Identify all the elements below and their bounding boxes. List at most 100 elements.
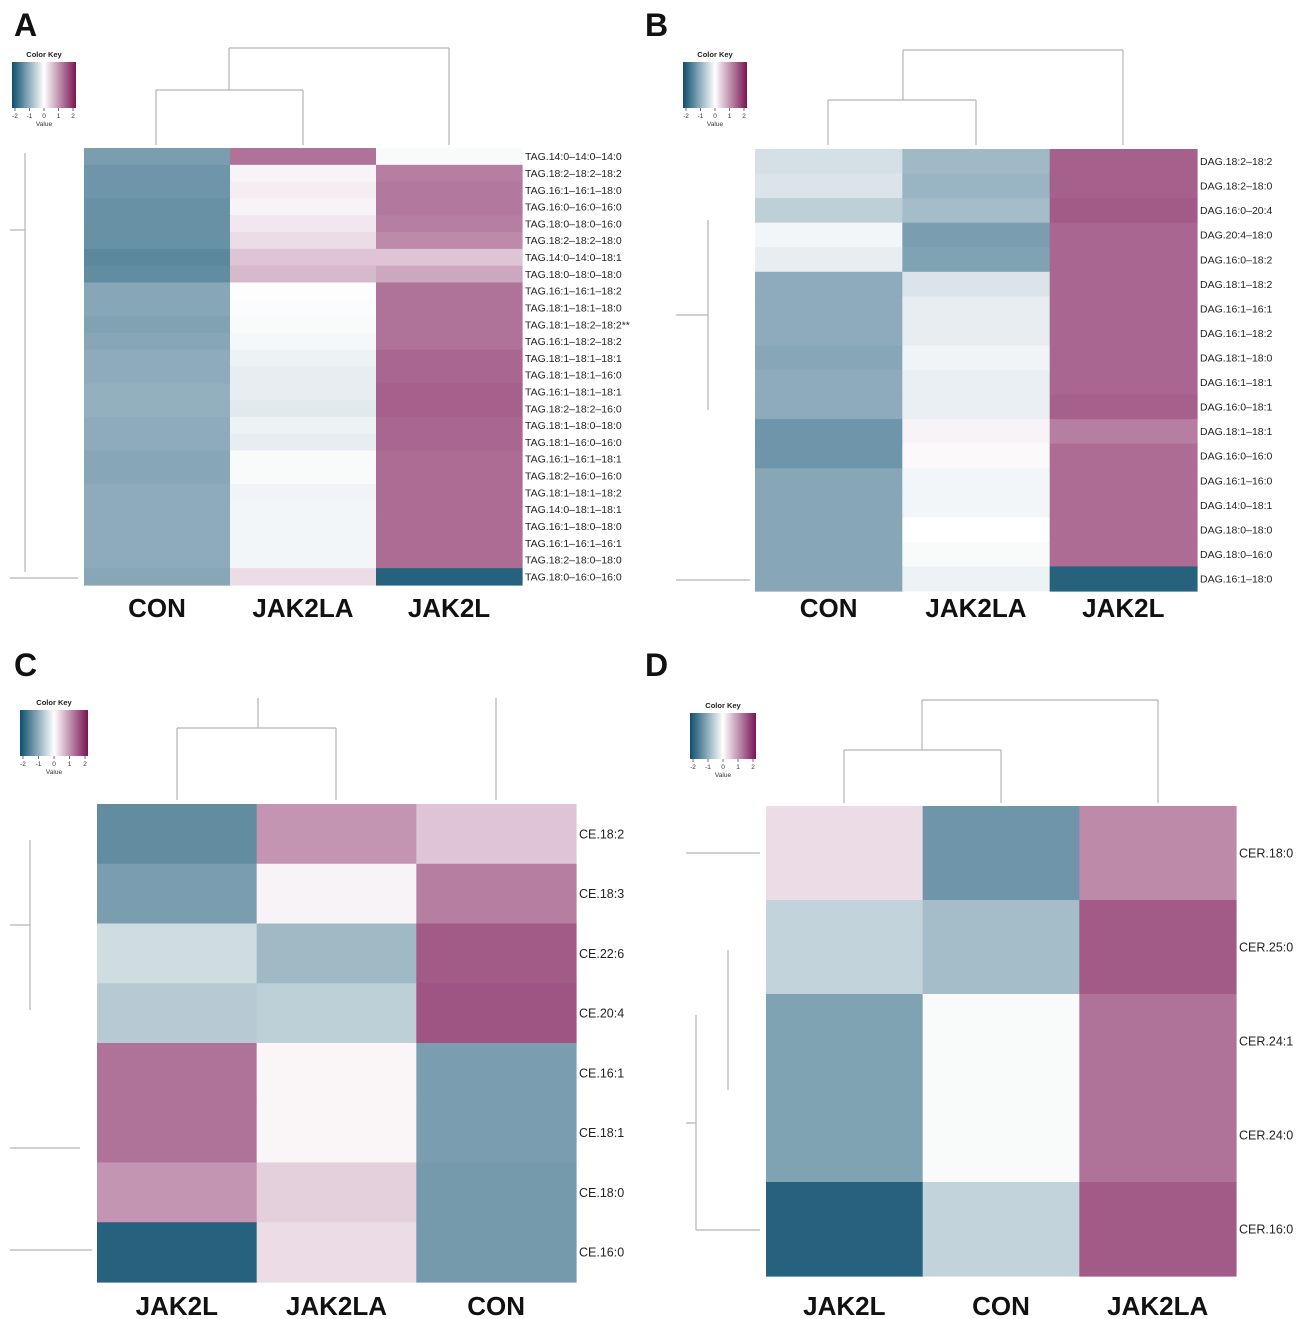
row-label: TAG.14:0–18:1–18:1 bbox=[525, 504, 622, 516]
heatmap-cell bbox=[84, 433, 231, 452]
heatmap-cell bbox=[416, 1043, 577, 1104]
heatmap-cell bbox=[230, 400, 377, 418]
heatmap-cell bbox=[230, 248, 377, 267]
heatmap-cell bbox=[84, 450, 231, 468]
row-label: DAG.16:0–18:1 bbox=[1200, 402, 1273, 414]
heatmap-cell bbox=[230, 500, 377, 519]
color-key: Color Key -2 -1 0 1 2 Value bbox=[12, 50, 76, 128]
color-key-tick-label: 1 bbox=[736, 764, 740, 771]
color-key: Color Key -2 -1 0 1 2 Value bbox=[690, 701, 756, 779]
heatmap-cell bbox=[376, 517, 523, 536]
dendrogram bbox=[676, 49, 1124, 581]
heatmap-cell bbox=[416, 863, 577, 925]
heatmap-cell bbox=[256, 983, 417, 1044]
color-key-title: Color Key bbox=[705, 701, 741, 710]
panel-b: B Color Key -2 -1 0 1 2 Value DAG.18:2–18:2 DAG.1… bbox=[645, 7, 1273, 623]
heatmap-cell bbox=[1049, 149, 1198, 175]
heatmap-cell bbox=[902, 468, 1051, 494]
heatmap-cell bbox=[1049, 443, 1198, 469]
heatmap-cell bbox=[755, 320, 903, 347]
heatmap-cell bbox=[902, 370, 1051, 396]
heatmap-cell bbox=[1049, 198, 1198, 224]
color-key-gradient bbox=[690, 713, 756, 759]
color-key-tick-label: 2 bbox=[83, 761, 87, 768]
heatmap-cell bbox=[1079, 1088, 1237, 1183]
column-label: CON bbox=[128, 593, 186, 623]
row-label: DAG.16:1–18:1 bbox=[1200, 377, 1273, 389]
heatmap-cell bbox=[922, 1182, 1080, 1277]
heatmap-cell bbox=[1049, 345, 1198, 371]
heatmap-cell bbox=[416, 1102, 577, 1164]
column-label: JAK2L bbox=[136, 1291, 218, 1319]
color-key-tick-label: -2 bbox=[690, 764, 696, 771]
heatmap-cell bbox=[84, 332, 231, 351]
column-label: JAK2L bbox=[803, 1291, 885, 1319]
heatmap-cells bbox=[755, 149, 1198, 592]
heatmap-cell bbox=[902, 517, 1051, 543]
heatmap-cell bbox=[1049, 492, 1198, 518]
heatmap-cell bbox=[376, 349, 523, 368]
color-key-tick-label: 0 bbox=[52, 761, 56, 768]
heatmap-cell bbox=[902, 222, 1051, 248]
row-label: CE.18:2 bbox=[579, 827, 624, 841]
color-key: Color Key -2 -1 0 1 2 Value bbox=[683, 50, 747, 128]
heatmap-cell bbox=[84, 248, 231, 267]
color-key-gradient bbox=[683, 62, 747, 108]
heatmap-cell bbox=[256, 1162, 417, 1223]
heatmap-cell bbox=[755, 394, 903, 420]
column-label: JAK2LA bbox=[925, 593, 1026, 623]
heatmap-cell bbox=[755, 541, 903, 568]
heatmap-cell bbox=[902, 492, 1051, 518]
heatmap-cell bbox=[84, 198, 231, 216]
color-key-tick-label: 0 bbox=[713, 113, 717, 120]
row-label: TAG.18:1–18:1–18:1 bbox=[525, 353, 622, 365]
heatmap-cell bbox=[755, 370, 903, 396]
heatmap-cell bbox=[902, 149, 1051, 175]
row-label: CER.24:1 bbox=[1239, 1035, 1293, 1049]
row-label: TAG.18:2–18:2–16:0 bbox=[525, 403, 622, 415]
heatmap-cell bbox=[1049, 247, 1198, 273]
row-label: TAG.16:1–18:0–18:0 bbox=[525, 521, 622, 533]
column-label: JAK2LA bbox=[286, 1291, 387, 1319]
heatmap-cell bbox=[230, 450, 377, 468]
color-key-tick-label: -2 bbox=[683, 113, 689, 120]
color-key-tick-label: 2 bbox=[742, 113, 746, 120]
heatmap-cell bbox=[376, 500, 523, 519]
heatmap-cell bbox=[376, 416, 523, 435]
heatmap-cell bbox=[755, 443, 903, 469]
color-key-tick-label: -2 bbox=[12, 113, 18, 120]
heatmap-cell bbox=[416, 804, 577, 865]
column-label: CON bbox=[467, 1291, 525, 1319]
color-key-tick-label: -1 bbox=[27, 113, 33, 120]
row-label: TAG.18:0–18:0–16:0 bbox=[525, 218, 622, 230]
heatmap-cell bbox=[230, 198, 377, 216]
heatmap-cell bbox=[97, 923, 258, 984]
heatmap-cell bbox=[84, 148, 231, 166]
heatmap-cell bbox=[755, 419, 903, 445]
color-key-tick-label: -1 bbox=[705, 764, 711, 771]
panel-a: A Color Key -2 -1 0 1 2 Value TAG.14:0–14:0–14:0… bbox=[10, 7, 630, 623]
heatmap-cell bbox=[376, 450, 523, 468]
heatmap-cell bbox=[755, 149, 903, 175]
color-key-gradient bbox=[12, 62, 76, 108]
color-key-title: Color Key bbox=[36, 698, 72, 707]
row-label: TAG.14:0–14:0–14:0 bbox=[525, 151, 622, 163]
row-label: CE.20:4 bbox=[579, 1007, 624, 1021]
heatmap-cell bbox=[84, 299, 231, 317]
heatmap-cell bbox=[230, 164, 377, 183]
heatmap-cell bbox=[1049, 296, 1198, 322]
row-label: TAG.18:1–18:1–18:2 bbox=[525, 487, 622, 499]
heatmap-cell bbox=[230, 148, 377, 166]
heatmap-cell bbox=[376, 265, 523, 284]
heatmap-cell bbox=[376, 198, 523, 216]
row-label: TAG.18:0–18:0–18:0 bbox=[525, 269, 622, 281]
heatmap-cell bbox=[766, 1088, 924, 1183]
row-label: TAG.16:1–18:1–18:1 bbox=[525, 386, 622, 398]
heatmap-cell bbox=[230, 433, 377, 452]
row-label: TAG.18:0–16:0–16:0 bbox=[525, 571, 622, 583]
heatmap-cell bbox=[1079, 806, 1237, 901]
heatmap-cell bbox=[84, 517, 231, 536]
row-label: TAG.18:1–18:0–18:0 bbox=[525, 420, 622, 432]
heatmap-cell bbox=[902, 541, 1051, 568]
heatmap-cell bbox=[230, 534, 377, 552]
